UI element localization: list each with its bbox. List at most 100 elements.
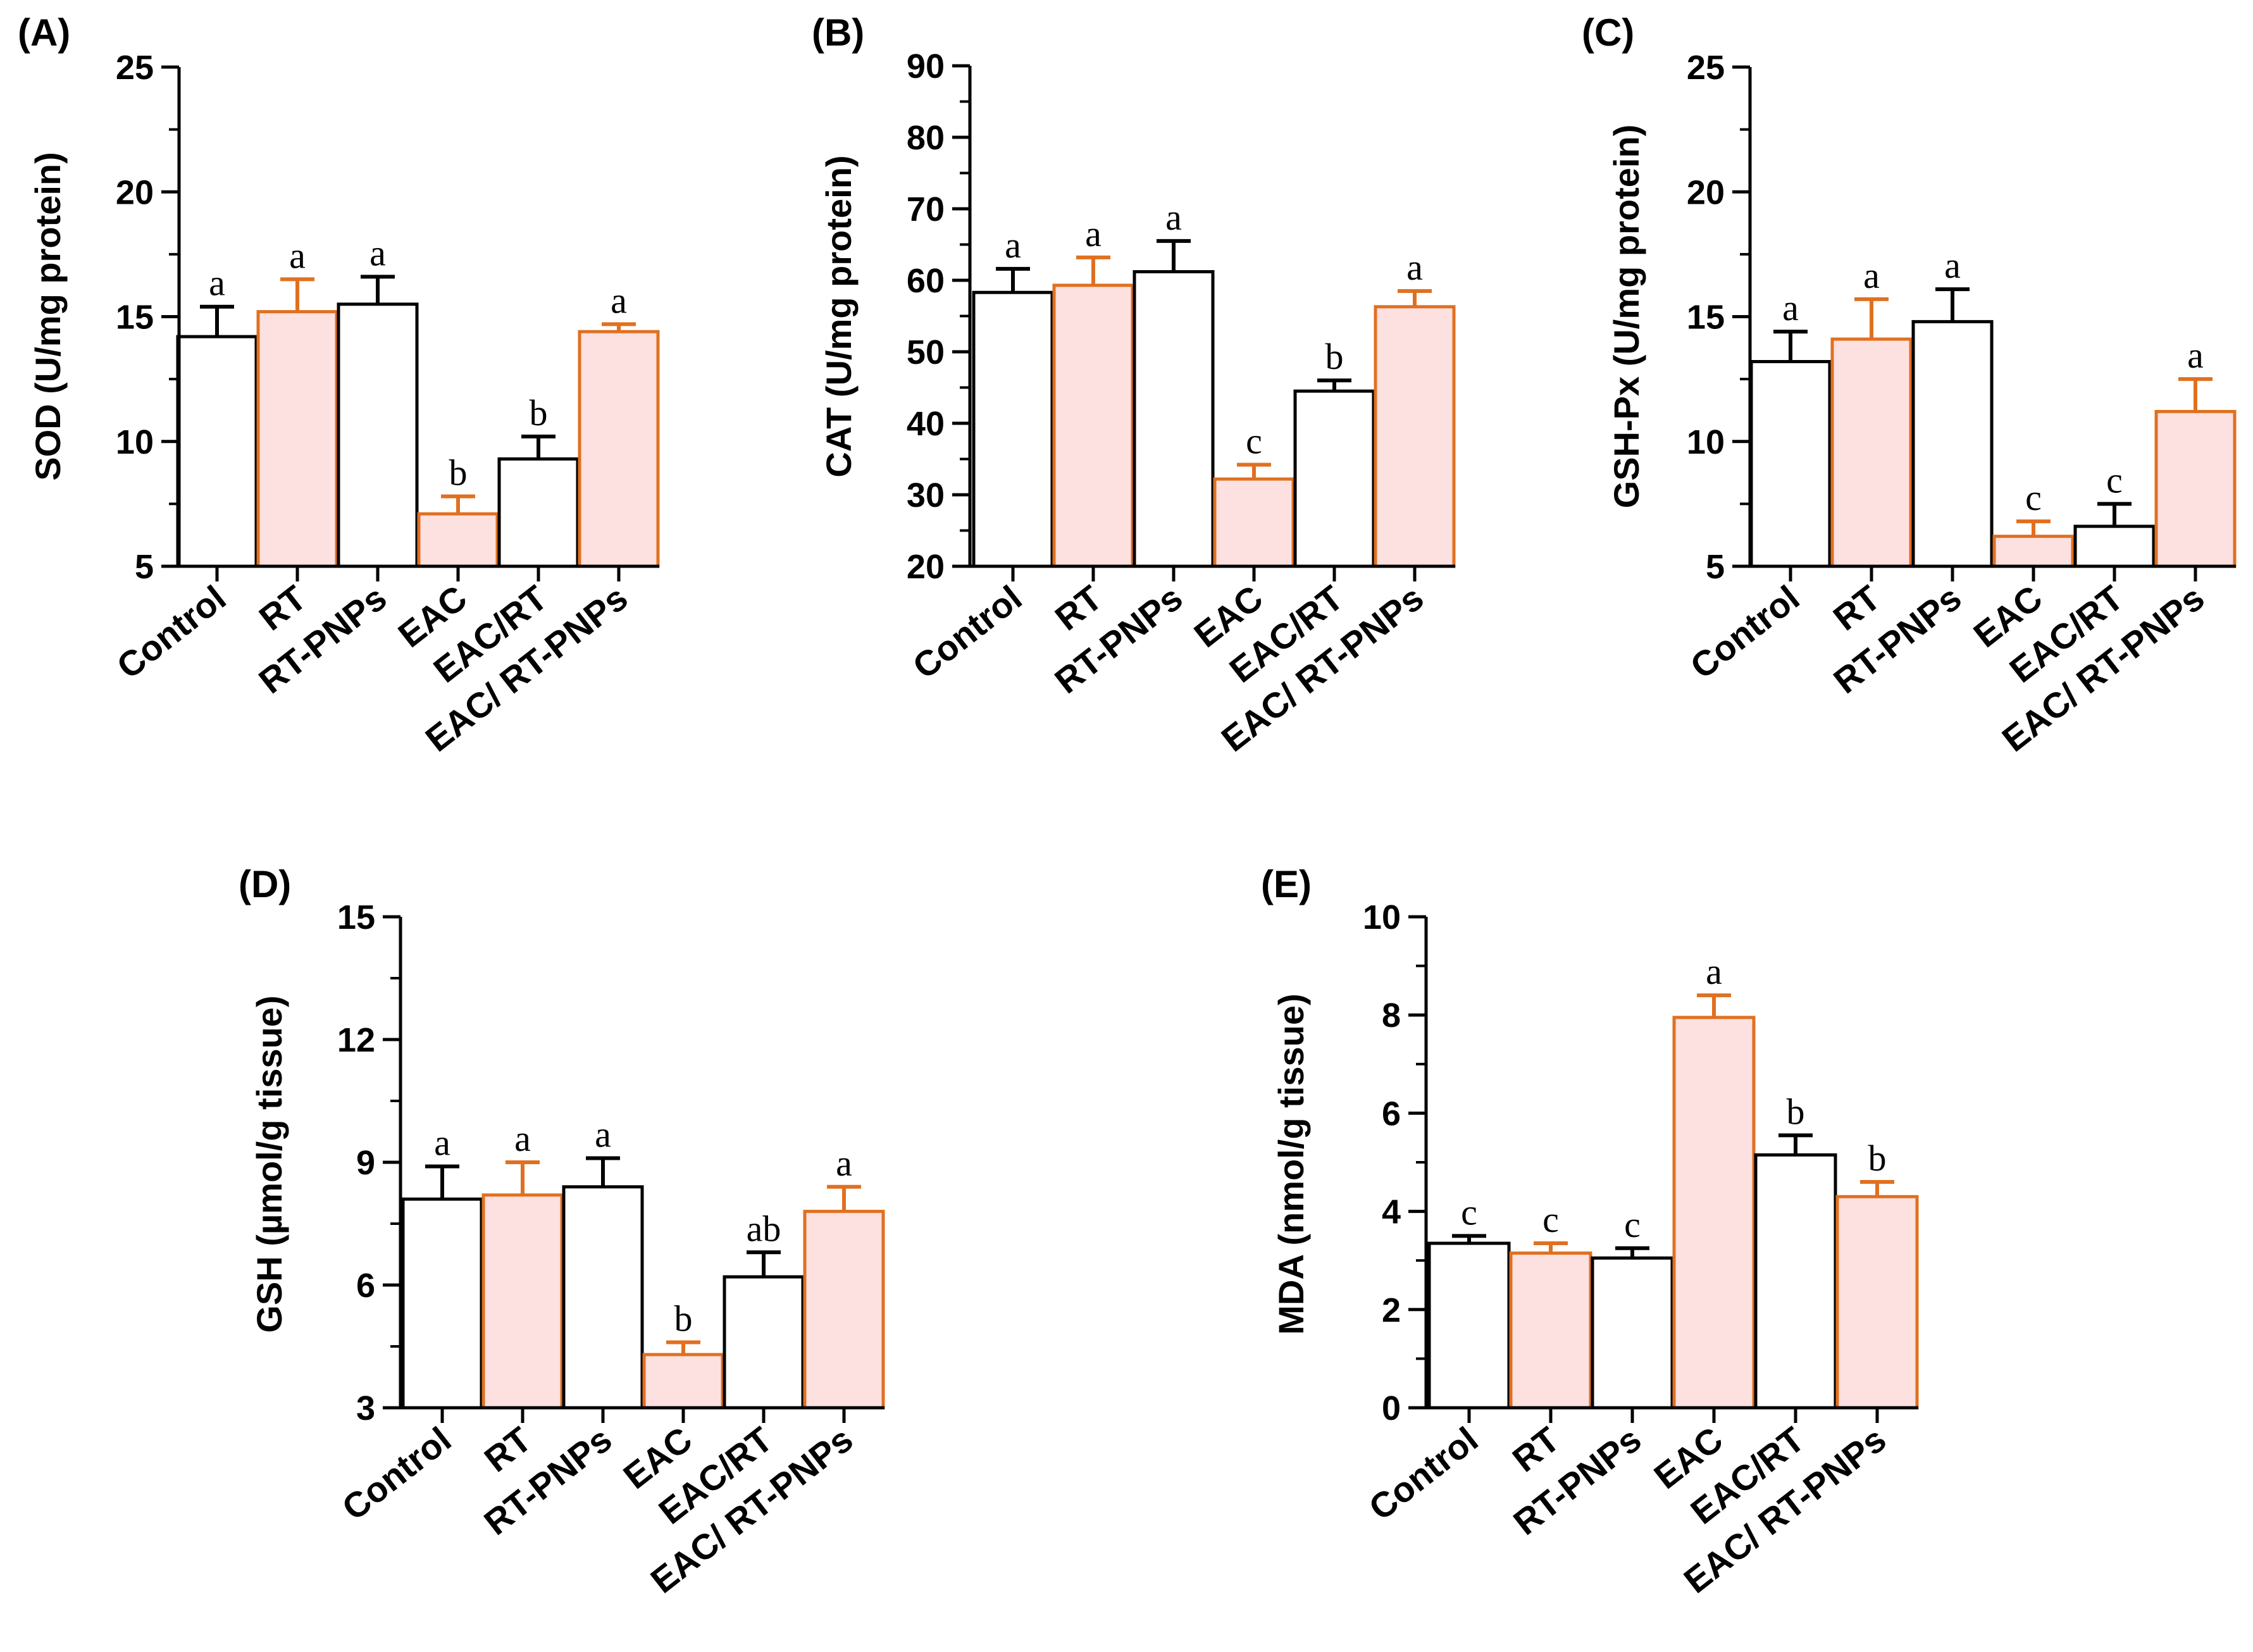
y-tick-label: 25	[116, 49, 154, 87]
y-tick-label: 20	[1687, 173, 1725, 211]
y-axis-title: GSH-Px (U/mg protein)	[1606, 125, 1646, 509]
y-tick-label: 20	[116, 173, 154, 211]
significance-letter: c	[1246, 421, 1262, 462]
y-tick-label: 9	[356, 1144, 375, 1182]
bar	[1749, 360, 1832, 568]
bar	[1754, 1153, 1837, 1410]
significance-letter: a	[1406, 247, 1423, 288]
y-tick-label: 10	[116, 423, 154, 461]
significance-letter: c	[1461, 1191, 1477, 1233]
y-tick-label: 70	[907, 190, 945, 228]
bar	[401, 1197, 483, 1410]
bar	[1133, 270, 1215, 568]
y-axis-title: MDA (nmol/g tissue)	[1271, 993, 1311, 1334]
y-tick-label: 30	[907, 476, 945, 514]
bar	[1213, 477, 1295, 568]
significance-letter: a	[1165, 197, 1182, 238]
bar	[176, 335, 258, 568]
significance-letter: ab	[747, 1208, 781, 1249]
y-tick-label: 6	[356, 1267, 375, 1305]
bar	[972, 290, 1054, 568]
significance-letter: b	[1868, 1138, 1887, 1179]
y-tick-label: 40	[907, 405, 945, 443]
bar	[2073, 525, 2156, 568]
bar	[1835, 1195, 1919, 1410]
bar	[2154, 409, 2237, 568]
x-tick-label: Control	[109, 578, 233, 686]
bar	[1591, 1256, 1674, 1410]
bar	[1509, 1251, 1592, 1410]
bar	[1911, 320, 1994, 568]
significance-letter: c	[1624, 1204, 1641, 1245]
x-tick-label: Control	[1683, 578, 1807, 686]
y-tick-label: 20	[907, 548, 945, 586]
chart-panel-b: (B)CAT (U/mg protein) aControlaRTaRT-PNPs…	[812, 11, 1456, 759]
bar	[256, 310, 338, 568]
significance-letter: b	[1787, 1091, 1805, 1132]
significance-letter: a	[1863, 255, 1880, 296]
y-tick-label: 8	[1382, 997, 1401, 1034]
x-tick-label: Control	[335, 1419, 459, 1528]
significance-letter: a	[611, 280, 627, 321]
significance-letter: a	[1782, 287, 1799, 328]
significance-letter: b	[1325, 336, 1344, 377]
bar	[642, 1353, 724, 1410]
panel-label: (B)	[812, 11, 864, 54]
significance-letter: a	[434, 1122, 450, 1163]
y-tick-label: 15	[337, 898, 375, 936]
bar	[803, 1210, 885, 1410]
significance-letter: b	[530, 392, 548, 433]
significance-letter: c	[2106, 459, 2123, 500]
bar	[417, 512, 499, 568]
bar	[1293, 389, 1375, 568]
y-tick-label: 3	[356, 1389, 375, 1427]
y-tick-label: 15	[1687, 299, 1725, 337]
significance-letter: a	[209, 263, 225, 304]
significance-letter: a	[1005, 225, 1021, 266]
bar	[1672, 1015, 1756, 1410]
y-tick-label: 80	[907, 119, 945, 157]
y-tick-label: 25	[1687, 49, 1725, 87]
bar	[1374, 305, 1456, 568]
x-tick-label: Control	[1362, 1419, 1486, 1528]
panel-label: (D)	[239, 863, 291, 905]
y-tick-label: 6	[1382, 1095, 1401, 1133]
bar	[1992, 535, 2075, 568]
chart-panel-c: (C)GSH-Px (U/mg protein) aControlaRTaRT-P…	[1582, 11, 2237, 759]
chart-panel-d: (D)GSH (µmol/g tissue) aControlaRTaRT-PNP…	[239, 863, 885, 1601]
significance-letter: b	[674, 1298, 693, 1339]
y-tick-label: 0	[1382, 1389, 1401, 1427]
significance-letter: a	[1706, 951, 1722, 992]
x-tick-label: Control	[905, 578, 1029, 686]
y-tick-label: 10	[1687, 423, 1725, 461]
bar	[562, 1185, 644, 1410]
significance-letter: a	[514, 1118, 531, 1159]
significance-letter: b	[449, 452, 468, 494]
significance-letter: a	[2187, 335, 2204, 376]
significance-letter: a	[369, 232, 386, 273]
y-tick-label: 12	[337, 1021, 375, 1059]
bar	[481, 1193, 564, 1410]
bar	[1052, 283, 1134, 568]
significance-letter: a	[836, 1143, 852, 1184]
bar	[1427, 1241, 1511, 1410]
y-axis-title: GSH (µmol/g tissue)	[249, 995, 289, 1332]
significance-letter: c	[2025, 477, 2042, 518]
bar	[1830, 337, 1913, 568]
chart-panel-a: (A)SOD (U/mg protein) aControlaRTaRT-PNPs…	[18, 11, 660, 759]
panel-label: (C)	[1582, 11, 1634, 54]
y-tick-label: 2	[1382, 1291, 1401, 1329]
y-tick-label: 5	[1706, 548, 1725, 586]
y-axis-title: SOD (U/mg protein)	[28, 152, 68, 481]
panel-label: (E)	[1261, 863, 1312, 905]
y-tick-label: 4	[1382, 1193, 1401, 1231]
y-tick-label: 90	[907, 47, 945, 85]
bar	[337, 302, 419, 568]
significance-letter: a	[289, 235, 306, 276]
significance-letter: a	[1085, 213, 1102, 254]
bar	[723, 1275, 805, 1410]
y-axis-title: CAT (U/mg protein)	[819, 155, 859, 477]
panel-label: (A)	[18, 11, 70, 54]
significance-letter: a	[595, 1114, 611, 1155]
